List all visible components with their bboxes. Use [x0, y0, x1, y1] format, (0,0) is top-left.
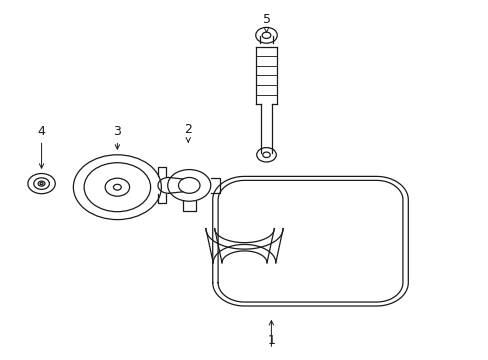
Text: 3: 3	[113, 125, 121, 138]
Text: 2: 2	[184, 123, 192, 136]
Text: 4: 4	[38, 125, 45, 138]
Text: 1: 1	[267, 334, 275, 347]
Text: 5: 5	[262, 13, 270, 26]
